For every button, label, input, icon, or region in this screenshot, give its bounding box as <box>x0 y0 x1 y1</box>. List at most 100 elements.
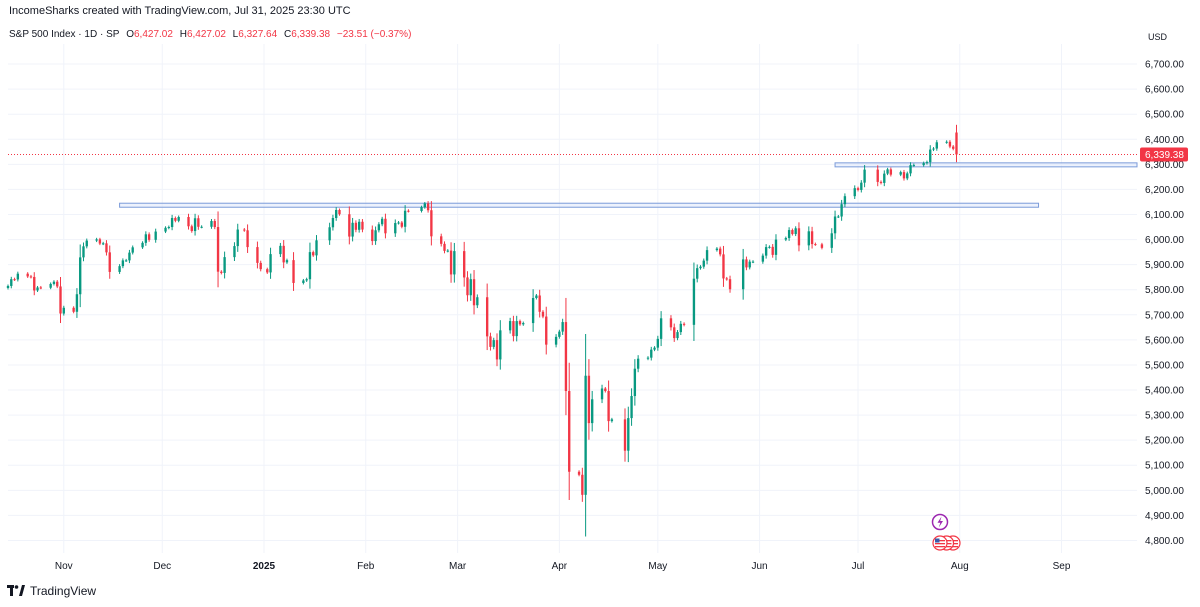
candle <box>856 186 860 192</box>
candle <box>748 259 751 270</box>
candle <box>469 273 472 301</box>
candle <box>814 242 817 246</box>
candle-body <box>489 336 492 347</box>
candle <box>830 228 833 253</box>
candle <box>282 240 285 269</box>
candle-body <box>147 234 151 240</box>
candle-body <box>748 261 751 268</box>
candle <box>840 199 843 221</box>
candle-body <box>167 227 170 229</box>
candle-body <box>623 419 627 451</box>
candle <box>174 216 177 223</box>
candle <box>124 258 128 262</box>
candle <box>682 322 686 327</box>
candle-body <box>259 262 262 270</box>
candle-body <box>315 240 318 256</box>
candle-body <box>715 248 719 251</box>
candle-body <box>246 230 249 248</box>
candle-body <box>499 330 502 360</box>
candle <box>33 272 36 296</box>
candle <box>650 346 653 361</box>
y-tick-label: 6,100.00 <box>1145 210 1184 221</box>
candle <box>72 306 75 314</box>
candle-body <box>101 243 105 245</box>
candle <box>335 207 338 221</box>
candle <box>351 217 354 242</box>
high-label: H <box>179 29 187 40</box>
x-tick-label: Nov <box>55 561 73 572</box>
candle <box>354 220 358 233</box>
candle-body <box>371 229 374 242</box>
candle <box>764 244 768 259</box>
x-tick-label: Sep <box>1053 561 1071 572</box>
candle-body <box>630 396 633 419</box>
symbol-name[interactable]: S&P 500 Index · 1D · SP <box>9 29 120 40</box>
candle-body <box>741 259 745 290</box>
candle <box>312 250 315 257</box>
candle-body <box>581 474 584 495</box>
candle-body <box>922 163 925 166</box>
y-tick-label: 5,500.00 <box>1145 360 1184 371</box>
candle <box>837 215 840 219</box>
candle-body <box>833 216 837 234</box>
candle-body <box>144 234 148 243</box>
candle-body <box>440 236 443 244</box>
candle <box>879 180 883 185</box>
candle-body <box>545 316 548 345</box>
candle-body <box>354 222 358 230</box>
candle <box>515 315 518 342</box>
close-label: C <box>283 29 292 40</box>
candle <box>440 233 443 247</box>
candle-body <box>584 375 587 495</box>
candle <box>535 293 538 300</box>
candle-body <box>682 323 686 325</box>
candle <box>810 226 814 249</box>
candle <box>728 275 732 293</box>
candle <box>584 334 587 537</box>
candle <box>98 237 102 246</box>
candle <box>715 247 719 252</box>
earnings-lightning-icon[interactable] <box>931 513 949 531</box>
y-tick-label: 5,200.00 <box>1145 436 1184 447</box>
candle-body <box>423 203 426 208</box>
candle <box>833 210 837 240</box>
candle-body <box>810 231 814 245</box>
candle-body <box>673 327 676 339</box>
candle-body <box>210 221 213 227</box>
tradingview-logo[interactable]: TradingView <box>7 584 96 598</box>
candle <box>197 215 200 230</box>
candle <box>371 225 374 246</box>
candle-body <box>771 246 774 255</box>
candle <box>853 185 856 200</box>
us-flag-icon[interactable] <box>932 535 948 551</box>
candle-body <box>692 278 696 325</box>
candle-body <box>820 244 824 248</box>
candle <box>154 228 157 243</box>
y-tick-label: 4,800.00 <box>1145 536 1184 547</box>
candle-body <box>266 269 269 273</box>
candle-body <box>108 252 111 272</box>
candle <box>952 145 955 151</box>
candle-body <box>285 260 289 263</box>
candle-body <box>305 279 308 281</box>
currency-label: USD <box>1148 32 1168 42</box>
candle <box>945 140 948 144</box>
candle-body <box>518 321 522 325</box>
candle <box>787 227 791 241</box>
candle-body <box>85 240 88 247</box>
candle <box>315 235 318 261</box>
candle <box>653 346 656 352</box>
candle-body <box>906 173 909 179</box>
candle-body <box>420 207 423 211</box>
candle <box>630 388 633 426</box>
candle-body <box>16 273 20 280</box>
candle <box>466 271 469 302</box>
candle <box>906 171 909 181</box>
close-value: 6,339.38 <box>291 29 331 40</box>
last-price-tag-text: 6,339.38 <box>1145 150 1184 161</box>
candle-body <box>302 280 305 283</box>
candle-body <box>141 242 144 248</box>
candle-body <box>659 318 663 339</box>
x-tick-label: Apr <box>552 561 568 572</box>
